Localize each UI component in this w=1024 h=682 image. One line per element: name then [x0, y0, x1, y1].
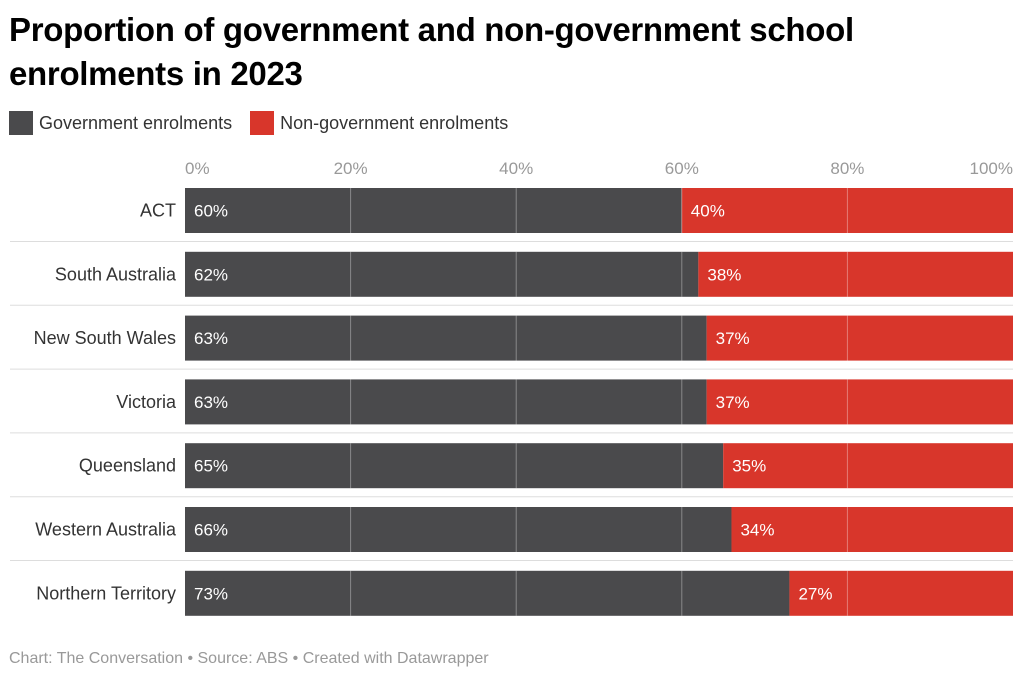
- x-tick-label: 60%: [665, 159, 699, 178]
- bar-government: [185, 379, 707, 425]
- bar-non-government: [698, 251, 1013, 297]
- data-label-government: 62%: [194, 265, 228, 284]
- data-label-non-government: 37%: [716, 393, 750, 412]
- x-tick-label: 40%: [499, 159, 533, 178]
- bar-non-government: [723, 443, 1013, 489]
- data-label-non-government: 35%: [732, 457, 766, 476]
- bar-government: [185, 251, 699, 297]
- legend-label-non-government: Non-government enrolments: [280, 112, 509, 133]
- legend-item-government: Government enrolments: [9, 111, 232, 135]
- category-label: Victoria: [116, 392, 177, 412]
- data-label-government: 63%: [194, 393, 228, 412]
- data-label-government: 65%: [194, 457, 228, 476]
- bar-government: [185, 507, 732, 552]
- category-label: Queensland: [79, 456, 176, 476]
- bar-non-government: [731, 507, 1013, 552]
- x-tick-label: 20%: [334, 159, 368, 178]
- bar-government: [185, 188, 682, 233]
- x-tick-label: 100%: [970, 159, 1013, 178]
- bar-government: [185, 570, 790, 616]
- category-label: New South Wales: [34, 328, 176, 348]
- data-label-non-government: 34%: [740, 521, 774, 540]
- bar-non-government: [706, 379, 1013, 425]
- data-label-non-government: 27%: [798, 584, 832, 603]
- data-label-government: 63%: [194, 329, 228, 348]
- data-label-non-government: 40%: [691, 202, 725, 221]
- x-tick-label: 0%: [185, 159, 210, 178]
- legend-swatch-non-government: [250, 111, 275, 135]
- legend-item-non-government: Non-government enrolments: [250, 111, 508, 135]
- bar-non-government: [706, 315, 1013, 361]
- category-label: Western Australia: [35, 520, 177, 540]
- bar-non-government: [789, 570, 1013, 616]
- data-label-non-government: 38%: [707, 265, 741, 284]
- bar-government: [185, 443, 724, 489]
- data-label-non-government: 37%: [716, 329, 750, 348]
- chart-footer: Chart: The Conversation • Source: ABS • …: [9, 650, 489, 667]
- data-label-government: 73%: [194, 584, 228, 603]
- legend: Government enrolments Non-government enr…: [9, 111, 526, 135]
- legend-label-government: Government enrolments: [39, 112, 233, 133]
- bar-government: [185, 315, 707, 361]
- category-label: Northern Territory: [36, 583, 176, 603]
- data-label-government: 60%: [194, 202, 228, 221]
- x-tick-label: 80%: [830, 159, 864, 178]
- category-label: ACT: [140, 201, 176, 221]
- legend-swatch-government: [9, 111, 33, 135]
- chart-title: Proportion of government and non-governm…: [9, 11, 854, 92]
- category-label: South Australia: [55, 264, 177, 284]
- bar-non-government: [681, 188, 1013, 233]
- data-label-government: 66%: [194, 521, 228, 540]
